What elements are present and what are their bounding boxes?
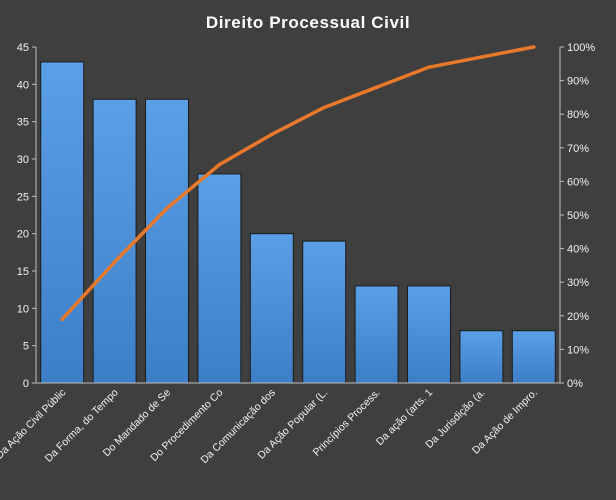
bar xyxy=(145,98,189,384)
y2-tick-label: 10% xyxy=(567,344,589,356)
bar xyxy=(407,285,451,384)
y-tick-label: 35 xyxy=(17,117,29,129)
y-tick-label: 0 xyxy=(23,378,29,390)
y-tick-label: 30 xyxy=(17,154,29,166)
bar xyxy=(511,330,556,384)
y-tick-label: 40 xyxy=(17,79,29,91)
y2-tick-label: 40% xyxy=(567,244,589,256)
y-tick-label: 45 xyxy=(17,42,29,54)
y2-tick-label: 60% xyxy=(567,176,589,188)
y2-tick-label: 20% xyxy=(567,311,589,323)
y-axis-right: 0% 10% 20% 30% 40% 50% 60% 70% 80% 90% 100% xyxy=(559,42,595,390)
y-tick-label: 25 xyxy=(17,191,29,203)
cumulative-point xyxy=(479,55,484,59)
cumulative-point xyxy=(60,317,64,321)
bar xyxy=(92,98,137,384)
cumulative-point xyxy=(374,85,379,90)
cumulative-line-series xyxy=(60,45,536,321)
y2-tick-label: 0% xyxy=(567,378,583,390)
bar xyxy=(459,330,504,384)
bar xyxy=(249,233,294,384)
cumulative-point xyxy=(532,45,536,49)
y2-tick-label: 30% xyxy=(567,277,589,289)
y-tick-label: 20 xyxy=(17,229,29,241)
y-axis-left: 0 5 10 15 20 25 30 35 40 45 xyxy=(17,42,37,390)
y2-tick-label: 50% xyxy=(567,210,589,222)
y2-tick-label: 80% xyxy=(567,109,589,121)
y-tick-label: 10 xyxy=(17,303,29,315)
cumulative-line xyxy=(60,45,536,321)
cumulative-point xyxy=(165,206,169,211)
cumulative-point xyxy=(112,260,117,264)
bar xyxy=(354,285,399,384)
y-tick-label: 5 xyxy=(23,341,29,353)
y-tick-label: 15 xyxy=(17,266,29,278)
bar xyxy=(40,61,85,384)
cumulative-point xyxy=(322,105,327,110)
y2-tick-label: 90% xyxy=(567,76,589,88)
bar xyxy=(197,173,242,384)
cumulative-point xyxy=(217,162,222,167)
cumulative-point xyxy=(427,65,431,69)
y2-tick-label: 70% xyxy=(567,143,589,155)
y2-tick-label: 100% xyxy=(567,42,595,54)
bar xyxy=(302,240,347,384)
chart-title: Direito Processual Civil xyxy=(206,13,410,32)
bar-series xyxy=(40,61,556,384)
cumulative-point xyxy=(270,132,274,137)
